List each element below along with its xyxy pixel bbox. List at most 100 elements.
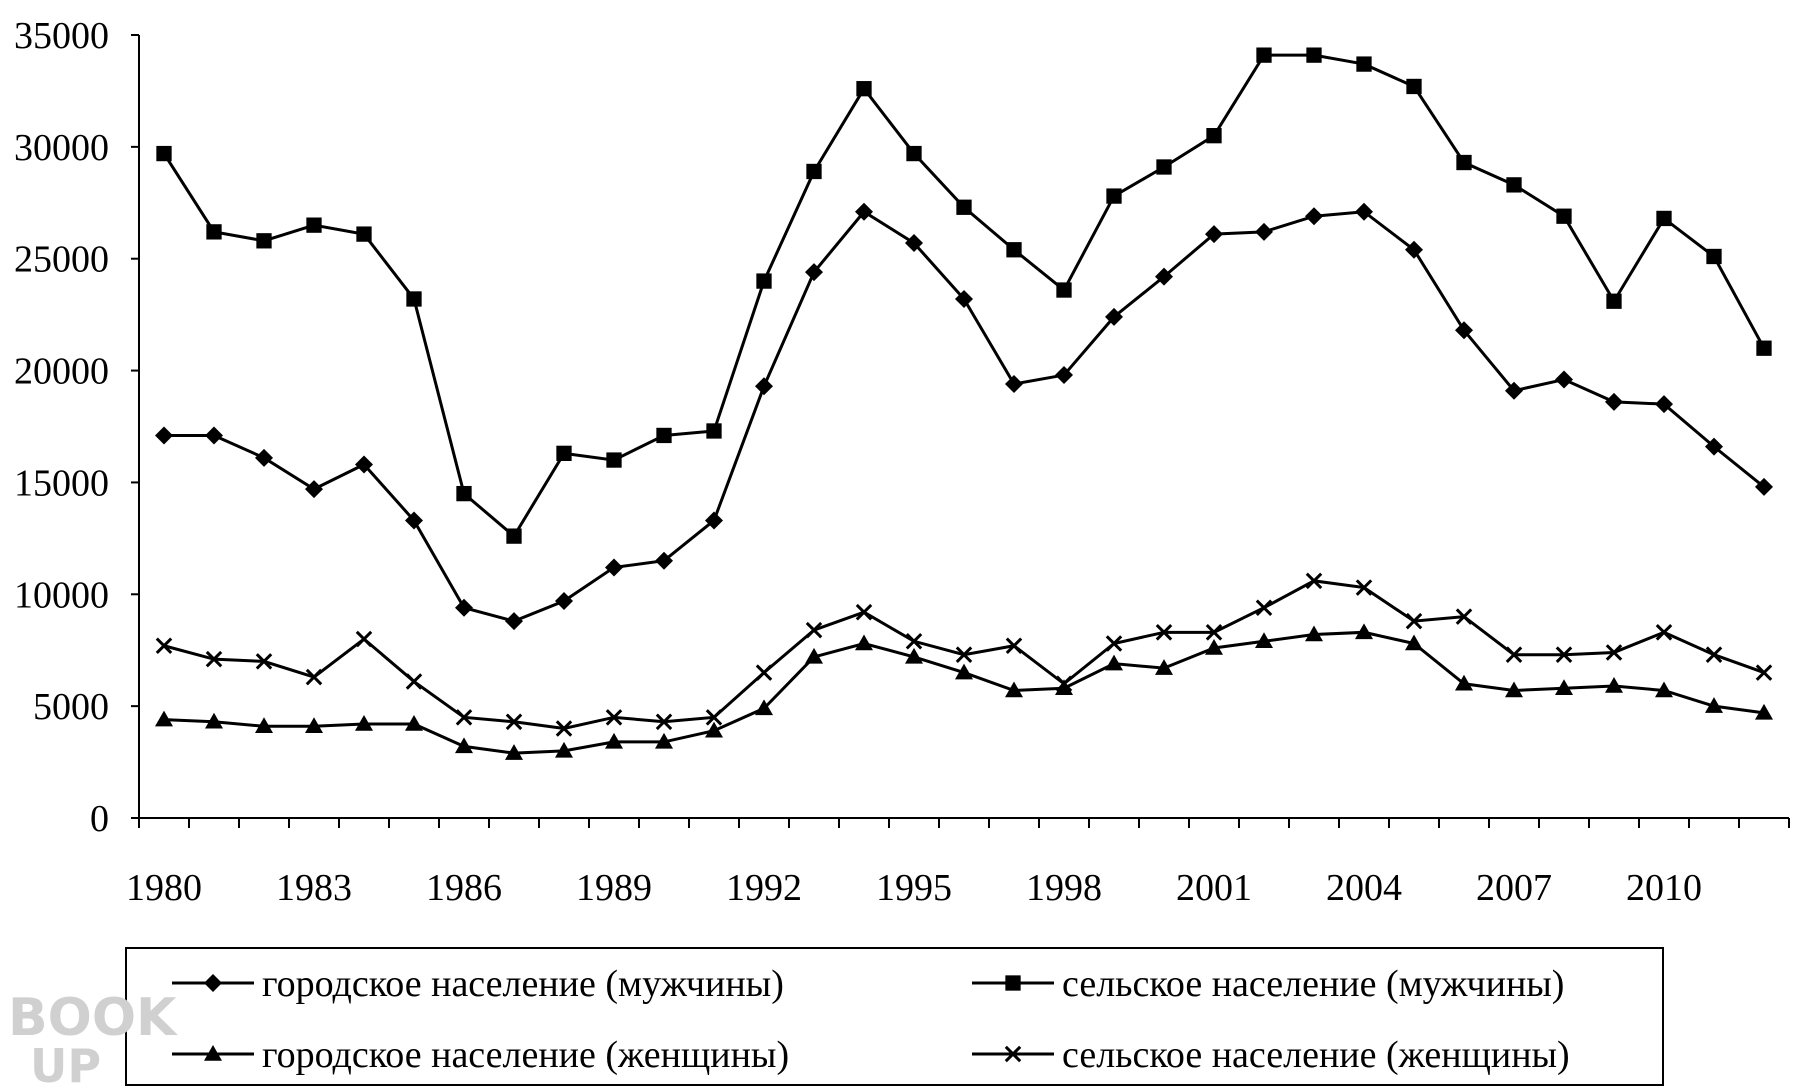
data-point xyxy=(705,709,723,726)
data-point xyxy=(556,445,572,461)
data-point xyxy=(1305,207,1323,226)
data-point xyxy=(205,650,223,668)
data-point xyxy=(756,273,772,289)
data-point xyxy=(1756,340,1772,356)
x-tick-label: 2001 xyxy=(1176,867,1252,909)
y-tick-label: 10000 xyxy=(14,574,109,616)
data-point xyxy=(1655,681,1673,698)
data-point xyxy=(455,598,473,617)
data-point xyxy=(1455,674,1473,691)
data-point xyxy=(1155,624,1173,641)
data-point xyxy=(355,630,373,648)
x-tick-label: 2004 xyxy=(1326,867,1402,909)
legend-marker xyxy=(1004,1045,1022,1063)
data-point xyxy=(1205,638,1223,655)
data-point xyxy=(905,234,923,253)
data-point xyxy=(1506,177,1522,193)
x-tick-label: 1986 xyxy=(426,867,502,909)
data-point xyxy=(505,744,523,760)
data-point xyxy=(855,202,873,221)
data-point xyxy=(406,291,422,307)
data-point xyxy=(1305,625,1323,642)
data-point xyxy=(155,426,173,445)
data-point xyxy=(1155,659,1173,675)
data-point xyxy=(956,199,972,215)
data-point xyxy=(1256,47,1272,63)
data-point xyxy=(705,511,723,530)
data-point xyxy=(1755,477,1773,496)
data-point xyxy=(305,668,323,686)
data-point xyxy=(1605,677,1623,693)
y-tick-label: 15000 xyxy=(14,462,109,504)
x-tick-label: 1992 xyxy=(726,867,802,909)
data-point xyxy=(1505,381,1523,400)
data-point xyxy=(1555,679,1573,695)
data-point xyxy=(1205,225,1223,244)
data-point xyxy=(805,647,823,664)
data-point xyxy=(455,709,473,726)
watermark-text: UP xyxy=(30,1039,101,1087)
data-point xyxy=(1555,646,1573,663)
data-point xyxy=(156,145,172,162)
data-point xyxy=(456,485,472,502)
data-point xyxy=(1356,56,1372,72)
data-point xyxy=(855,634,873,651)
data-point xyxy=(605,732,623,749)
data-point xyxy=(255,717,273,734)
legend-box xyxy=(125,947,1664,1086)
data-point xyxy=(1355,202,1373,221)
series-line xyxy=(164,209,1765,623)
data-point xyxy=(1606,293,1622,309)
data-point xyxy=(506,528,522,544)
data-point xyxy=(1005,637,1023,655)
legend-item: городское население (мужчины) xyxy=(172,963,784,1005)
x-tick-label: 1998 xyxy=(1026,867,1102,909)
data-point xyxy=(305,480,323,499)
data-point xyxy=(855,603,873,621)
data-point xyxy=(1505,681,1523,698)
data-point xyxy=(355,715,373,731)
data-point xyxy=(1155,267,1173,286)
y-tick-label: 0 xyxy=(90,798,109,840)
series-triangle xyxy=(155,623,1773,760)
data-point xyxy=(705,721,723,738)
series-square xyxy=(156,47,1772,544)
data-point xyxy=(1406,78,1422,95)
data-point xyxy=(806,163,822,180)
legend-label: сельское население (женщины) xyxy=(1062,1034,1570,1076)
data-point xyxy=(905,647,923,664)
data-point xyxy=(655,551,673,570)
data-point xyxy=(1106,188,1122,204)
data-point xyxy=(955,663,973,680)
data-point xyxy=(255,448,273,467)
data-point xyxy=(1605,644,1623,661)
data-point xyxy=(1755,664,1773,681)
y-tick-label: 25000 xyxy=(14,239,109,281)
legend-item: сельское население (женщины) xyxy=(972,1034,1570,1076)
data-point xyxy=(505,713,523,731)
data-point xyxy=(1255,599,1273,616)
legend-marker xyxy=(204,974,222,992)
data-point xyxy=(1105,654,1123,671)
watermark-text: BOOK xyxy=(8,988,178,1048)
data-point xyxy=(656,427,672,444)
data-point xyxy=(1655,624,1673,641)
data-point xyxy=(1055,366,1073,385)
data-point xyxy=(1656,210,1672,227)
legend-marker xyxy=(204,1045,222,1061)
data-point xyxy=(455,737,473,754)
data-point xyxy=(1706,248,1722,265)
data-point xyxy=(1055,675,1073,693)
data-point xyxy=(606,452,622,468)
data-point xyxy=(505,612,523,631)
legend-label: сельское население (мужчины) xyxy=(1062,963,1564,1005)
series-x xyxy=(155,572,1773,737)
data-point xyxy=(1505,646,1523,663)
data-point xyxy=(1005,681,1023,698)
data-point xyxy=(555,720,573,737)
data-point xyxy=(1055,679,1073,695)
axes: 0 5000 10000 15000 20000 25000 30000 35000 1980 1… xyxy=(14,15,1790,909)
data-point xyxy=(1255,632,1273,649)
data-point xyxy=(655,732,673,749)
data-point xyxy=(555,591,573,610)
